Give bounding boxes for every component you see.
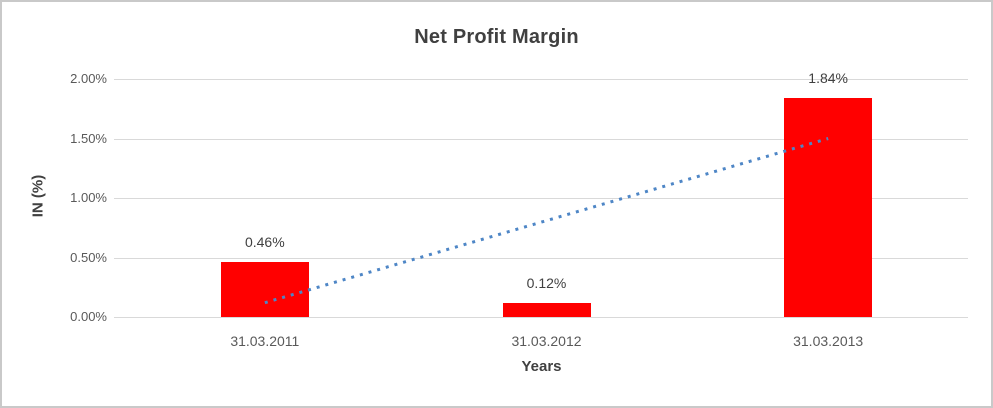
data-label-31.03.2013: 1.84% [808,70,848,87]
bar-31.03.2013[interactable] [784,98,873,317]
gridline-0.00% [114,317,968,318]
data-label-31.03.2011: 0.46% [244,234,285,251]
y-tick-label: 0.00% [70,309,107,324]
y-tick-label: 2.00% [70,71,107,86]
bar-31.03.2011[interactable] [220,262,309,317]
x-tick-label-31.03.2011: 31.03.2011 [230,333,300,349]
y-tick-label: 1.00% [70,190,107,205]
x-tick-label-31.03.2012: 31.03.2012 [511,333,582,349]
chart-title: Net Profit Margin [414,26,579,48]
data-label-31.03.2012: 0.12% [526,274,567,291]
bar-31.03.2012[interactable] [502,302,591,317]
x-tick-label-31.03.2013: 31.03.2013 [793,333,864,349]
gridline-2.00% [114,79,968,80]
y-tick-label: 0.50% [70,249,107,265]
x-axis-title: Years [521,358,562,375]
y-tick-label: 1.50% [70,130,107,146]
